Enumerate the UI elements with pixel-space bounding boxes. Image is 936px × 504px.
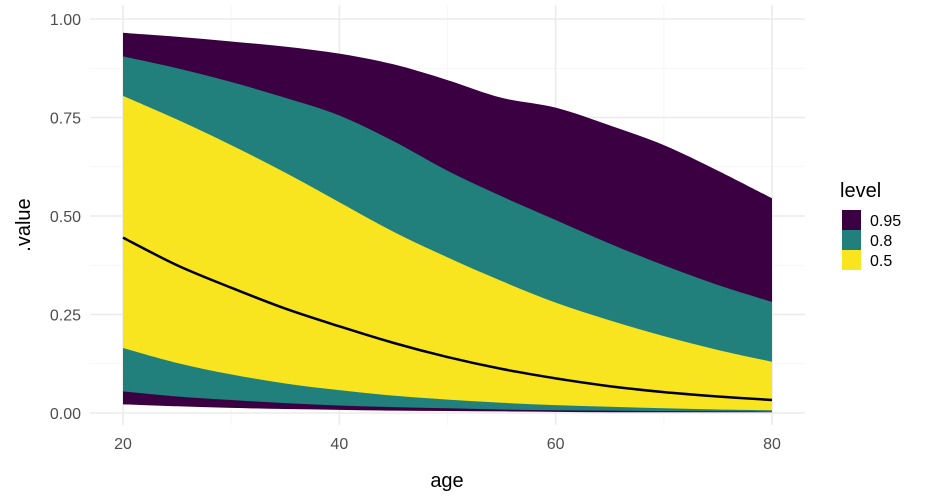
x-tick-label: 60 bbox=[547, 436, 565, 453]
legend-label-0.5: 0.5 bbox=[870, 253, 892, 270]
y-tick-label: 0.75 bbox=[50, 111, 81, 128]
interval-bands bbox=[123, 32, 772, 413]
x-axis-tick-labels: 20 40 60 80 bbox=[114, 436, 781, 453]
y-axis-title: .value bbox=[13, 198, 35, 251]
legend-label-0.95: 0.95 bbox=[870, 213, 901, 230]
legend-label-0.8: 0.8 bbox=[870, 233, 892, 250]
x-tick-label: 40 bbox=[330, 436, 348, 453]
y-tick-label: 0.50 bbox=[50, 209, 81, 226]
y-tick-label: 0.25 bbox=[50, 308, 81, 325]
legend: level 0.95 0.8 0.5 bbox=[840, 180, 901, 270]
legend-swatch-0.5 bbox=[842, 250, 861, 270]
median-line bbox=[122, 236, 773, 402]
median-line-group bbox=[122, 236, 773, 402]
legend-swatch-0.95 bbox=[842, 210, 861, 230]
y-tick-label: 1.00 bbox=[50, 12, 81, 29]
y-axis-tick-labels: 0.00 0.25 0.50 0.75 1.00 bbox=[50, 12, 81, 423]
x-tick-label: 80 bbox=[763, 436, 781, 453]
x-axis-title: age bbox=[430, 470, 463, 492]
band-0.5 bbox=[123, 95, 772, 411]
y-tick-label: 0.00 bbox=[50, 406, 81, 423]
x-tick-label: 20 bbox=[114, 436, 132, 453]
legend-title: level bbox=[840, 180, 881, 202]
legend-swatch-0.8 bbox=[842, 230, 861, 250]
